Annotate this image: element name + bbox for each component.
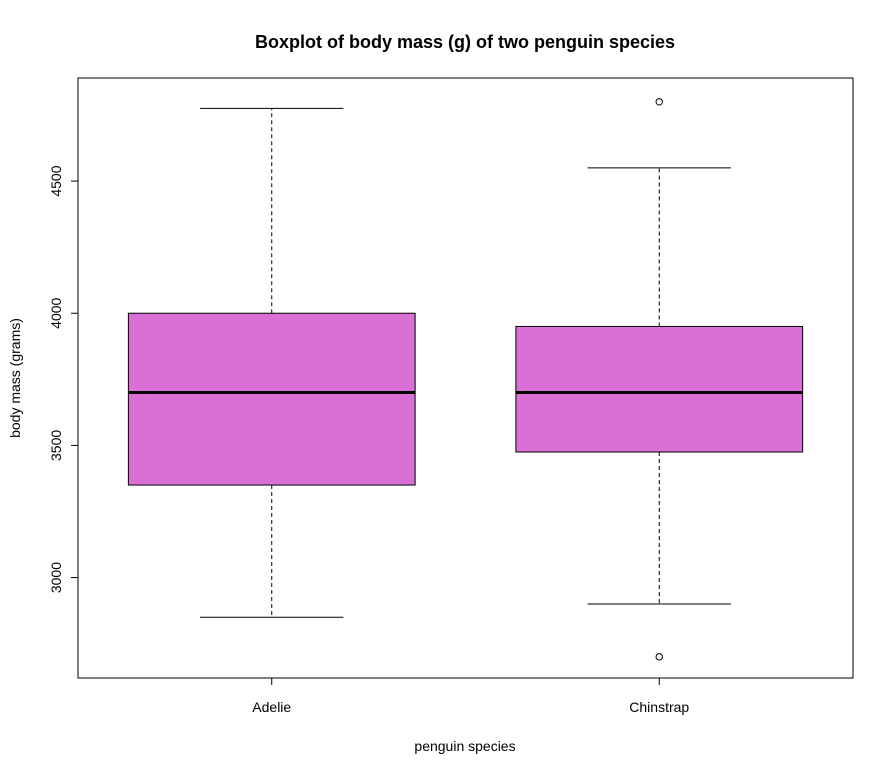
box-iqr — [515, 325, 804, 453]
box-group-adelie — [127, 107, 416, 618]
outlier-point — [655, 653, 663, 661]
x-tick-label: Adelie — [252, 699, 291, 715]
box-iqr — [127, 312, 416, 486]
boxes-layer — [127, 98, 804, 661]
box-group-chinstrap — [515, 98, 804, 661]
y-tick-label: 4000 — [48, 297, 64, 328]
x-tick-label: Chinstrap — [629, 699, 689, 715]
outlier-point — [655, 98, 663, 106]
x-axis: Adelie Chinstrap — [252, 678, 689, 715]
chart-title: Boxplot of body mass (g) of two penguin … — [255, 32, 675, 52]
y-tick-label: 3000 — [48, 562, 64, 593]
y-axis-label: body mass (grams) — [7, 318, 23, 438]
x-axis-label: penguin species — [414, 738, 515, 754]
y-tick-label: 3500 — [48, 430, 64, 461]
y-axis: 3000 3500 4000 4500 — [48, 165, 79, 593]
y-tick-label: 4500 — [48, 165, 64, 196]
